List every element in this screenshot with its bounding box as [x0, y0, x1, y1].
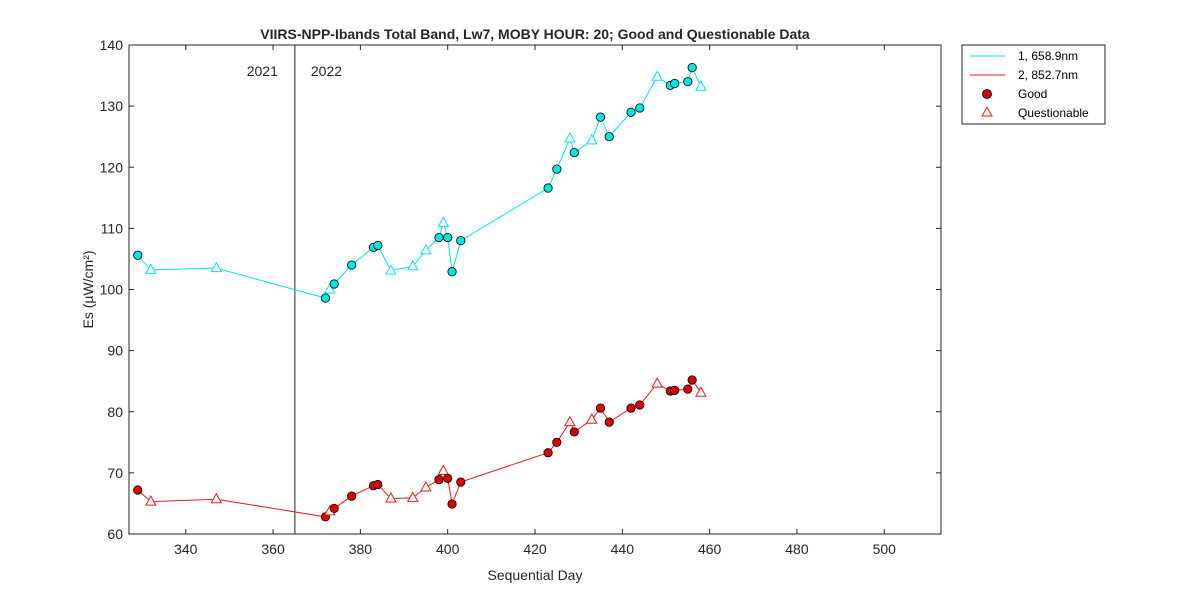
y-tick-label: 60 [107, 526, 123, 542]
x-tick-label: 480 [785, 541, 809, 557]
point-questionable [437, 216, 450, 227]
x-tick-label: 340 [174, 541, 198, 557]
point-good [670, 78, 680, 89]
legend: 1, 658.9nm 2, 852.7nm Good Questionable [961, 44, 1106, 125]
point-good [595, 112, 606, 122]
point-questionable [437, 464, 450, 475]
point-good [635, 400, 645, 410]
y-tick-label: 100 [100, 282, 124, 298]
point-good [373, 479, 383, 490]
series-2 [133, 375, 707, 522]
axis-ticks: 340 360 380 400 420 440 460 480 500 60 70 80 90 100 11… [100, 37, 941, 557]
point-questionable [144, 263, 157, 274]
point-good [456, 236, 466, 246]
point-questionable [385, 491, 397, 503]
point-good [434, 474, 444, 485]
point-good [329, 279, 339, 289]
legend-label-series-1: 1, 658.9nm [1018, 49, 1078, 63]
point-good [133, 250, 143, 260]
x-tick-label: 360 [261, 541, 285, 557]
y-tick-label: 90 [107, 343, 123, 359]
point-good [447, 267, 457, 277]
y-tick-label: 140 [100, 37, 124, 53]
point-good [434, 232, 444, 243]
point-questionable [210, 492, 223, 504]
legend-box [961, 44, 1106, 125]
point-questionable [651, 70, 664, 81]
data-series [133, 63, 707, 522]
point-questionable [564, 415, 576, 427]
point-good [683, 77, 693, 87]
point-questionable [564, 131, 576, 143]
plot-area-background [129, 45, 941, 534]
point-questionable [210, 261, 223, 273]
legend-label-questionable: Questionable [1018, 106, 1089, 120]
point-good [670, 385, 680, 395]
x-tick-label: 500 [873, 541, 897, 557]
legend-marker-good [982, 89, 992, 99]
y-tick-label: 70 [107, 465, 123, 481]
point-questionable [420, 243, 432, 255]
year-label-2022: 2022 [311, 63, 342, 79]
series-1 [133, 63, 707, 303]
legend-marker-questionable [981, 106, 993, 117]
point-good [683, 384, 693, 394]
x-tick-label: 400 [436, 541, 460, 557]
x-tick-label: 420 [523, 541, 547, 557]
point-good [320, 293, 331, 303]
point-good [443, 473, 453, 483]
point-good [543, 448, 553, 458]
x-tick-label: 380 [349, 541, 373, 557]
y-tick-label: 120 [100, 159, 124, 175]
y-tick-label: 110 [101, 220, 124, 236]
point-good [447, 499, 457, 509]
point-questionable [585, 133, 598, 145]
point-good [687, 375, 697, 385]
point-good [347, 260, 357, 270]
plot-area-frame [128, 44, 942, 535]
point-good [552, 437, 562, 447]
point-questionable [420, 480, 432, 492]
point-good [329, 503, 339, 513]
point-good [569, 147, 579, 158]
x-tick-label: 460 [698, 541, 722, 557]
point-good [626, 403, 636, 413]
point-good [443, 232, 453, 243]
point-good [604, 417, 614, 427]
point-questionable [323, 282, 336, 294]
point-good [595, 403, 606, 413]
point-questionable [695, 386, 707, 397]
point-good [626, 107, 636, 117]
point-good [456, 477, 466, 487]
point-good [569, 427, 579, 437]
point-questionable [406, 259, 419, 271]
point-good [133, 485, 143, 495]
year-label-2021: 2021 [247, 63, 278, 79]
point-good [604, 132, 614, 142]
point-good [687, 63, 697, 73]
point-questionable [144, 495, 157, 506]
point-good [543, 183, 553, 193]
y-axis-label: Es (µW/cm²) [80, 250, 96, 328]
legend-label-series-2: 2, 852.7nm [1018, 68, 1078, 82]
x-tick-label: 440 [611, 541, 635, 557]
point-good [347, 491, 357, 501]
point-questionable [406, 491, 419, 502]
chart-title: VIIRS-NPP-Ibands Total Band, Lw7, MOBY H… [260, 26, 810, 42]
point-questionable [695, 80, 707, 91]
point-questionable [585, 413, 598, 424]
point-good [552, 164, 562, 174]
legend-label-good: Good [1018, 87, 1047, 101]
y-tick-label: 80 [107, 404, 123, 420]
y-tick-label: 130 [100, 98, 124, 114]
point-questionable [651, 377, 664, 388]
x-axis-label: Sequential Day [488, 567, 583, 583]
point-good [635, 103, 645, 113]
point-good [373, 240, 383, 251]
point-questionable [385, 264, 397, 275]
